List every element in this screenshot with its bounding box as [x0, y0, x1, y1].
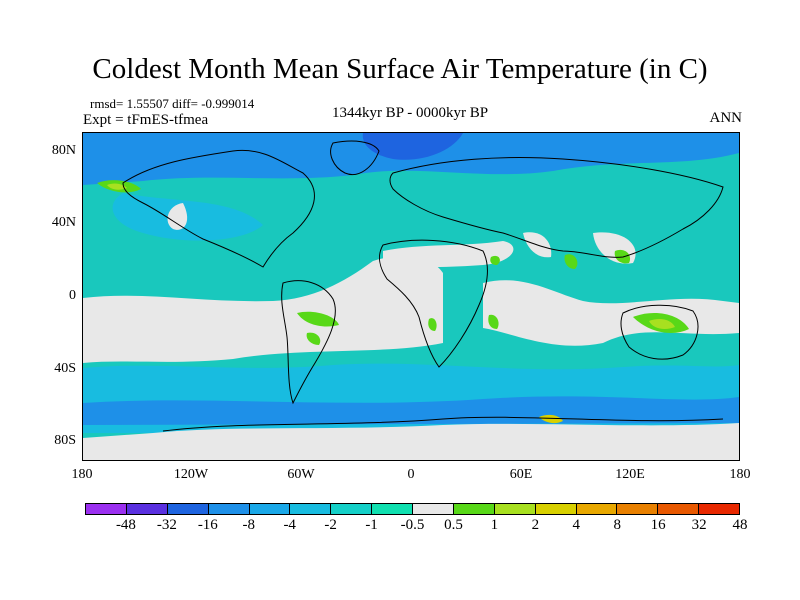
colorbar-tick-label: -4 — [283, 517, 296, 533]
colorbar-swatch — [535, 504, 577, 514]
lat-tick-40s: 40S — [54, 361, 76, 376]
colorbar-swatch — [167, 504, 209, 514]
colorbar-tick-label: 4 — [572, 517, 581, 533]
coast-south-america — [281, 280, 336, 405]
colorbar-tick-label: -0.5 — [400, 517, 425, 533]
neutral-north-africa — [383, 241, 514, 267]
colorbar-swatch — [126, 504, 168, 514]
australia-warm-core — [649, 319, 675, 329]
period-label: 1344kyr BP - 0000kyr BP — [331, 105, 489, 121]
coast-eurasia — [389, 157, 724, 258]
colorbar-tick-label: 1 — [490, 517, 499, 533]
colorbar-tick-label: 48 — [732, 517, 748, 533]
north-pacific-cool — [112, 193, 263, 241]
coast-antarctica — [162, 416, 724, 432]
map-canvas — [83, 133, 739, 460]
colorbar-tick-label: -16 — [197, 517, 218, 533]
east-africa-warm — [488, 314, 499, 329]
temperature-map — [82, 132, 740, 461]
lon-tick-120w: 120W — [173, 467, 209, 482]
colorbar-tick-label: -32 — [156, 517, 177, 533]
colorbar-swatch — [372, 504, 413, 514]
colorbar-tick-label: -48 — [115, 517, 136, 533]
alaska-warm-core — [107, 183, 127, 190]
colorbar-swatch — [331, 504, 373, 514]
neutral-antarctic — [83, 423, 739, 460]
lon-tick-0: 0 — [407, 467, 415, 482]
colorbar-tick-label: 2 — [531, 517, 540, 533]
colorbar-swatch — [290, 504, 332, 514]
colorbar-swatch — [413, 504, 454, 514]
colorbar-swatch — [576, 504, 618, 514]
lon-tick-120e: 120E — [615, 467, 645, 482]
colorbar-tick-label: -8 — [242, 517, 256, 533]
antarctic-warm — [539, 414, 563, 424]
coastlines — [122, 140, 724, 432]
coast-north-america — [122, 149, 315, 268]
colorbar-tick-label: 8 — [613, 517, 621, 533]
colorbar-tick-label: 32 — [691, 517, 707, 533]
south-america-warm-2 — [306, 332, 321, 345]
south-america-warm — [297, 311, 339, 327]
arabia-warm — [490, 255, 500, 265]
colorbar-swatch — [699, 504, 739, 514]
colorbar-tick-label: 16 — [650, 517, 666, 533]
colorbar-tick-label: -2 — [324, 517, 337, 533]
lat-tick-40n: 40N — [51, 215, 76, 230]
southern-ocean-mid — [83, 396, 739, 425]
season-label: ANN — [709, 110, 743, 126]
colorbar-swatch — [658, 504, 700, 514]
india-warm — [564, 254, 578, 269]
coast-africa — [379, 239, 488, 368]
colorbar-swatch — [249, 504, 291, 514]
experiment-label: Expt = tFmES-tfmea — [83, 112, 209, 128]
lon-tick-60w: 60W — [287, 467, 315, 482]
lat-tick-80s: 80S — [54, 433, 76, 448]
africa-warm — [428, 318, 437, 331]
neutral-tropics-pacific — [83, 256, 443, 363]
lon-tick-60e: 60E — [509, 467, 533, 482]
neutral-tropics-indian — [483, 280, 739, 346]
lat-tick-80n: 80N — [51, 143, 76, 158]
lat-tick-0: 0 — [69, 288, 76, 303]
coast-greenland — [330, 140, 380, 175]
colorbar-swatch — [86, 504, 127, 514]
colorbar-swatch — [453, 504, 495, 514]
colorbar-swatch — [617, 504, 659, 514]
lon-tick-180w: 180 — [71, 467, 93, 482]
coast-australia — [620, 304, 699, 360]
colorbar-tick-label: 0.5 — [444, 517, 463, 533]
neutral-north-pacific — [167, 203, 188, 230]
colorbar-tick-label: -1 — [365, 517, 378, 533]
colorbar-swatch — [208, 504, 250, 514]
stats-text: rmsd= 1.55507 diff= -0.999014 — [90, 96, 255, 111]
colorbar — [85, 503, 740, 515]
lon-tick-180e: 180 — [729, 467, 751, 482]
colorbar-swatch — [494, 504, 536, 514]
arctic-dark-region — [362, 133, 463, 160]
map-title: Coldest Month Mean Surface Air Temperatu… — [92, 53, 708, 85]
